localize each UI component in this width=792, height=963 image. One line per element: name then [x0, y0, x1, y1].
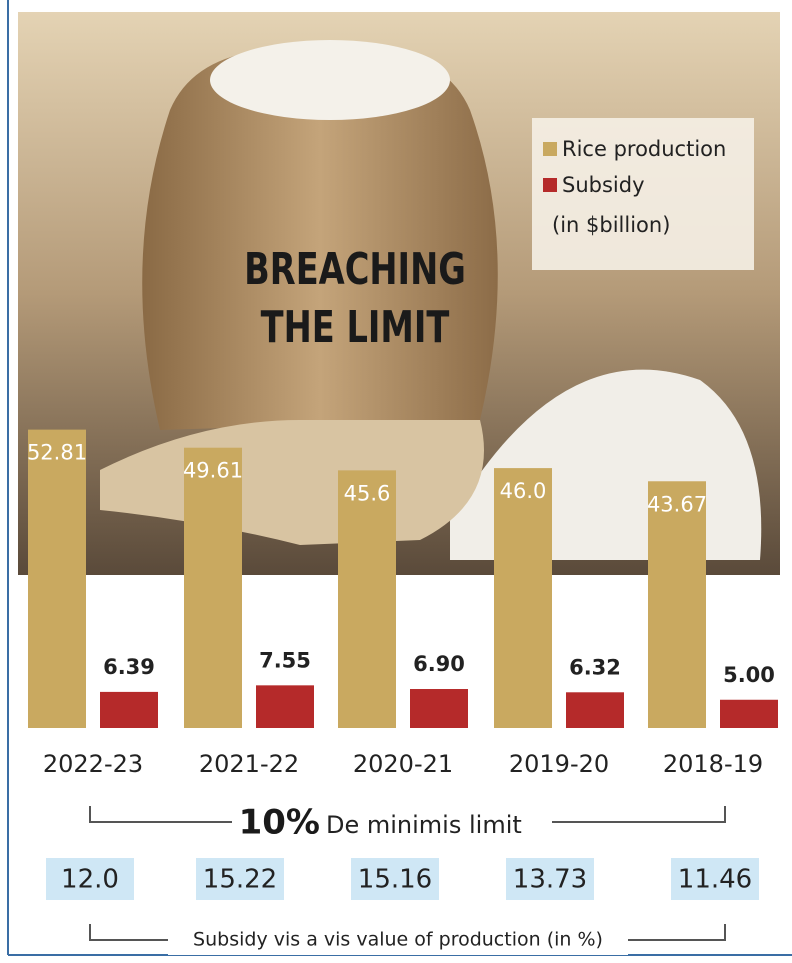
- ratio-box: [196, 858, 284, 900]
- legend-swatch: [543, 178, 557, 192]
- subsidy-bar: [566, 692, 624, 728]
- value-label: 45.6: [344, 481, 391, 505]
- x-tick-label: 2019-20: [509, 750, 609, 778]
- ratio-caption-bg: [168, 925, 628, 955]
- value-label: 43.67: [647, 492, 707, 516]
- subsidy-bar: [100, 691, 158, 728]
- value-label: 6.32: [569, 655, 621, 679]
- legend-label: Rice production: [562, 137, 726, 161]
- value-label: 7.55: [259, 648, 311, 672]
- value-label: 6.90: [413, 652, 465, 676]
- chart-title: THE LIMIT: [261, 301, 450, 353]
- ratio-label: 15.22: [203, 865, 277, 895]
- ratio-box: [351, 858, 439, 900]
- production-bar: [494, 468, 552, 728]
- x-tick-label: 2018-19: [663, 750, 763, 778]
- subsidy-bar: [256, 685, 314, 728]
- subsidy-bar: [410, 689, 468, 728]
- value-label: 52.81: [27, 441, 87, 465]
- subsidy-bar: [720, 699, 778, 728]
- ratio-label: 13.73: [513, 865, 587, 895]
- value-label: 46.0: [500, 479, 547, 503]
- production-bar: [28, 429, 86, 728]
- production-bar: [184, 447, 242, 728]
- legend-swatch: [543, 142, 557, 156]
- x-tick-label: 2021-22: [199, 750, 299, 778]
- value-label: 49.61: [183, 459, 243, 483]
- x-tick-label: 2020-21: [353, 750, 453, 778]
- ratio-box: [506, 858, 594, 900]
- ratio-label: 15.16: [358, 865, 432, 895]
- value-label: 5.00: [723, 663, 775, 687]
- x-tick-label: 2022-23: [43, 750, 143, 778]
- ratio-box: [46, 858, 134, 900]
- production-bar: [338, 470, 396, 728]
- limit-bg: [232, 800, 552, 844]
- value-label: 6.39: [103, 655, 155, 679]
- ratio-label: 11.46: [678, 865, 752, 895]
- limit-value: 10%: [239, 803, 320, 843]
- ratio-box: [671, 858, 759, 900]
- legend-box: [532, 118, 754, 270]
- sack: [142, 48, 498, 430]
- ratio-label: 12.0: [61, 865, 119, 895]
- production-bar: [648, 481, 706, 728]
- legend-label: Subsidy: [562, 173, 645, 197]
- chart-title: BREACHING: [244, 243, 466, 295]
- limit-label: De minimis limit: [326, 811, 522, 839]
- legend-note: (in $billion): [552, 213, 670, 237]
- rice-top: [210, 40, 450, 120]
- ratio-caption: Subsidy vis a vis value of production (i…: [193, 929, 603, 951]
